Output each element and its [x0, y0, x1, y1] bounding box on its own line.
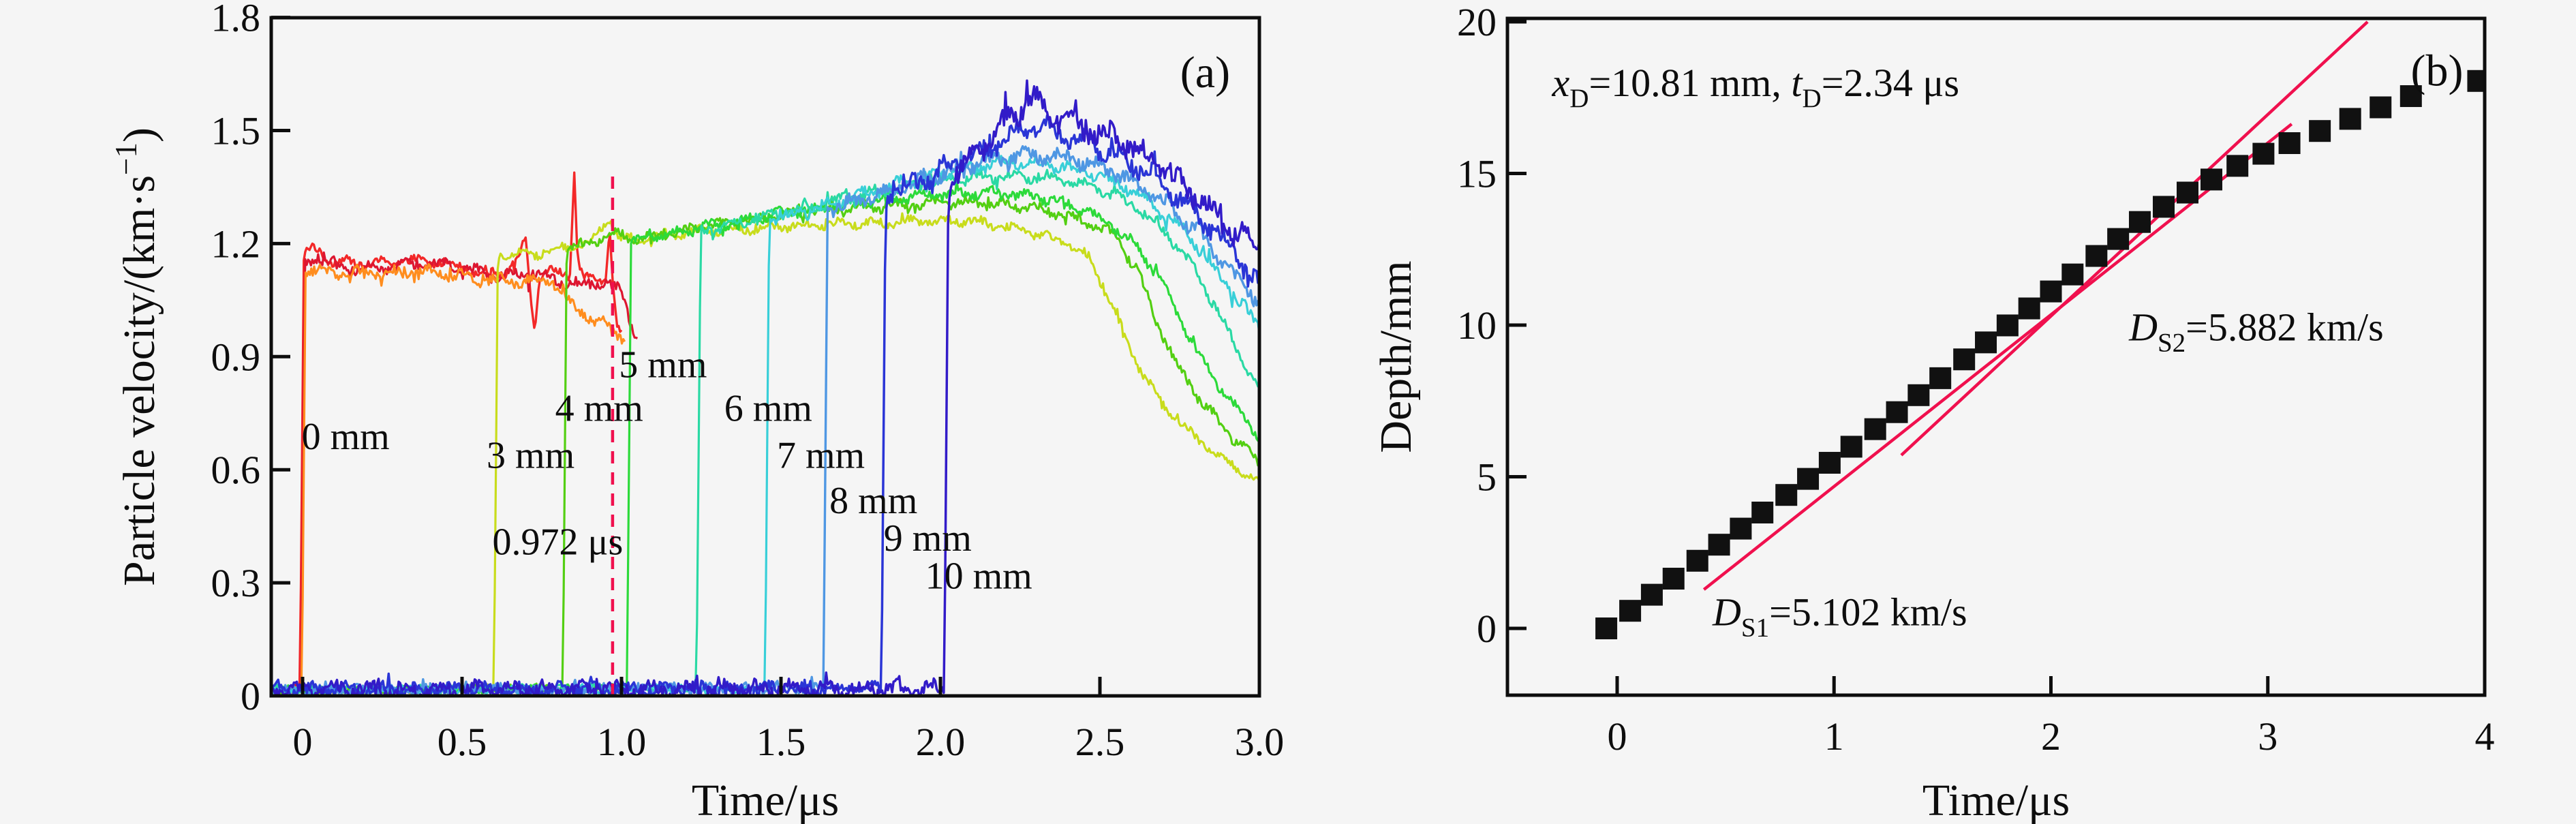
data-point-square [1929, 367, 1952, 389]
data-point-square [2201, 168, 2223, 191]
fit-line-DS1 [1702, 123, 2293, 591]
x-tick-label: 1.0 [597, 720, 647, 764]
x-tick-label: 2 [2041, 714, 2061, 759]
y-tick-label: 1.8 [211, 0, 261, 40]
data-point-square [1953, 348, 1976, 371]
y-tick-label: 0.3 [211, 561, 261, 605]
data-point-square [2339, 108, 2361, 130]
data-point-square [1708, 534, 1730, 556]
panel-tag-a: (a) [1180, 48, 1230, 97]
data-point-square [2018, 297, 2040, 320]
y-tick-label: 0.6 [211, 448, 261, 492]
y-tick-label: 0.9 [211, 335, 261, 379]
data-point-square [2040, 280, 2062, 303]
data-point-square [1864, 418, 1886, 440]
data-point-square [1797, 468, 1820, 490]
curve-label-8-mm: 8 mm [829, 480, 917, 522]
x-tick-label: 1 [1824, 714, 1844, 759]
data-point-square [2467, 70, 2483, 92]
data-point-square [2370, 96, 2392, 119]
velocity-curves [273, 79, 1258, 695]
curve-10-mm [273, 79, 1258, 695]
data-point-square [2252, 142, 2275, 165]
curve-label-5-mm: 5 mm [619, 344, 707, 386]
x-tick-label: 0 [293, 720, 313, 764]
panel-tag-b: (b) [2411, 46, 2464, 95]
data-point-square [1619, 600, 1642, 622]
curve-label-10-mm: 10 mm [925, 555, 1032, 597]
y-tick-label: 0 [1477, 607, 1497, 651]
curve-label-9-mm: 9 mm [884, 517, 972, 560]
data-point-square [1595, 617, 1618, 639]
data-point-square [1662, 568, 1685, 590]
data-point-square [1996, 314, 2019, 337]
x-tick-label: 2.0 [916, 720, 966, 764]
x-tick-label: 3 [2258, 714, 2278, 759]
x-tick-label: 0 [1608, 714, 1627, 759]
data-point-square [2085, 245, 2108, 267]
data-point-square [2176, 181, 2198, 204]
curve-label-6-mm: 6 mm [724, 387, 812, 429]
curve-0-mm-trace-2 [286, 251, 639, 690]
data-point-square [2278, 132, 2301, 154]
y-tick-label: 1.5 [211, 109, 261, 153]
data-point-square [2309, 120, 2331, 142]
data-point-square [1840, 436, 1862, 458]
data-point-square [2399, 85, 2422, 108]
data-point-square [2152, 196, 2175, 218]
x-tick-label: 0.5 [438, 720, 487, 764]
ticks-a [271, 16, 1261, 698]
y-tick-label: 20 [1457, 0, 1497, 44]
x-tick-label: 3.0 [1235, 720, 1285, 764]
y-axis-title-b: Depth/mm [1371, 260, 1421, 453]
data-point-square [1886, 401, 1908, 423]
y-tick-label: 0 [241, 674, 260, 718]
panel-b-depth-time-chart: DS1=5.102 km/s DS2=5.882 km/s xD=10.81 mm,… [1371, 0, 2495, 824]
curve-0-mm-release [288, 263, 626, 692]
curve-label-3-mm: 3 mm [487, 434, 574, 476]
data-point-square [2061, 263, 2084, 286]
data-point-square [1730, 517, 1752, 540]
data-point-square [1686, 549, 1708, 572]
data-point-square [1907, 384, 1930, 406]
marker-line-label: 0.972 μs [492, 521, 623, 564]
x-tick-label: 2.5 [1075, 720, 1125, 764]
detonation-transition-annotation: xD=10.81 mm, tD=2.34 μs [1552, 61, 1960, 113]
data-point-square [1775, 484, 1798, 506]
shock-front-points [1595, 70, 2483, 639]
x-axis-title-b: Time/μs [1922, 776, 2070, 824]
data-point-square [2226, 155, 2249, 177]
data-point-square [1818, 452, 1841, 474]
fit-line-DS2 [1900, 20, 2369, 457]
x-tick-label: 4 [2475, 714, 2495, 759]
plot-border-b [1505, 16, 2487, 697]
x-axis-title-a: Time/μs [692, 776, 839, 824]
fit-line-label-DS2: DS2=5.882 km/s [2128, 305, 2384, 357]
data-point-square [1640, 583, 1663, 606]
data-point-square [2107, 228, 2130, 250]
y-tick-label: 5 [1477, 455, 1497, 500]
data-point-square [2128, 211, 2151, 233]
curve-label-7-mm: 7 mm [777, 434, 865, 476]
curve-label-4-mm: 4 mm [555, 387, 643, 429]
y-axis-title-a: Particle velocity/(km·s−1) [109, 127, 164, 586]
data-point-square [1751, 502, 1774, 524]
fit-line-label-DS1: DS1=5.102 km/s [1712, 590, 1967, 643]
ticks-b [1507, 20, 2487, 695]
y-tick-label: 15 [1457, 152, 1497, 196]
data-point-square [1975, 331, 1997, 354]
y-tick-label: 1.2 [211, 222, 261, 266]
curve-label-0-mm: 0 mm [302, 416, 390, 458]
y-tick-label: 10 [1457, 303, 1497, 348]
x-tick-label: 1.5 [756, 720, 806, 764]
